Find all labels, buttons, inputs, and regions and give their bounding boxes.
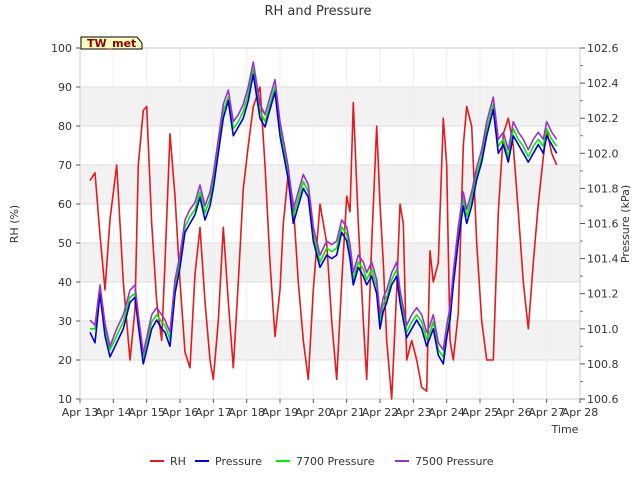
- right-y-tick-label: 102.2: [587, 112, 619, 125]
- x-tick-label: Apr 26: [495, 406, 532, 419]
- x-tick-label: Apr 17: [195, 406, 232, 419]
- x-tick-label: Apr 19: [262, 406, 299, 419]
- left-y-axis: 10 20 30 40 50 60 70 80 90 100: [51, 42, 80, 406]
- x-axis-title: Time: [551, 423, 579, 436]
- legend-label: RH: [170, 455, 186, 468]
- x-tick-label: Apr 20: [295, 406, 332, 419]
- right-y-tick-label: 102.6: [587, 42, 619, 55]
- right-y-tick-label: 101.6: [587, 218, 619, 231]
- series-line-7500-pressure: [89, 61, 558, 355]
- right-y-tick-label: 101.2: [587, 288, 619, 301]
- series-layer: [89, 61, 558, 400]
- station-badge: TW_met: [80, 36, 143, 50]
- x-tick-label: Apr 21: [328, 406, 365, 419]
- grid-band: [80, 321, 580, 360]
- legend-label: Pressure: [215, 455, 262, 468]
- x-tick-label: Apr 15: [128, 406, 165, 419]
- left-y-tick-label: 60: [58, 198, 72, 211]
- station-badge-label: TW_met: [87, 37, 136, 50]
- left-y-tick-label: 40: [58, 276, 72, 289]
- x-tick-label: Apr 25: [462, 406, 499, 419]
- x-tick-label: Apr 28: [562, 406, 599, 419]
- right-y-tick-label: 100.6: [587, 393, 619, 406]
- x-tick-label: Apr 18: [228, 406, 265, 419]
- x-tick-label: Apr 23: [395, 406, 432, 419]
- x-tick-label: Apr 13: [62, 406, 99, 419]
- x-tick-label: Apr 24: [428, 406, 465, 419]
- x-tick-label: Apr 27: [528, 406, 565, 419]
- right-y-tick-label: 101.8: [587, 182, 619, 195]
- grid-band: [80, 165, 580, 204]
- left-y-tick-label: 50: [58, 237, 72, 250]
- right-y-tick-label: 102.0: [587, 147, 619, 160]
- legend-label: 7500 Pressure: [415, 455, 494, 468]
- x-tick-label: Apr 22: [362, 406, 399, 419]
- legend-label: 7700 Pressure: [296, 455, 375, 468]
- right-y-tick-label: 101.4: [587, 253, 619, 266]
- series-line-rh: [89, 86, 558, 400]
- right-y-tick-label: 100.8: [587, 358, 619, 371]
- left-y-tick-label: 100: [51, 42, 72, 55]
- left-y-tick-label: 70: [58, 159, 72, 172]
- right-y-axis: 100.6 100.8 101.0 101.2 101.4 101.6 101.8 102.0…: [580, 42, 619, 406]
- right-y-tick-label: 101.0: [587, 323, 619, 336]
- station-badge-box: [80, 36, 143, 50]
- series-line-pressure: [89, 73, 558, 365]
- left-y-tick-label: 30: [58, 315, 72, 328]
- left-y-tick-label: 80: [58, 120, 72, 133]
- left-y-tick-label: 20: [58, 354, 72, 367]
- right-y-axis-title: Pressure (kPa): [619, 185, 632, 263]
- left-y-tick-label: 10: [58, 393, 72, 406]
- x-tick-label: Apr 16: [162, 406, 199, 419]
- right-y-tick-label: 102.4: [587, 77, 619, 90]
- grid-band: [80, 87, 580, 126]
- left-y-axis-title: RH (%): [8, 205, 21, 243]
- legend: RH Pressure 7700 Pressure 7500 Pressure: [150, 455, 494, 468]
- x-tick-label: Apr 14: [95, 406, 132, 419]
- left-y-tick-label: 90: [58, 81, 72, 94]
- chart-title: RH and Pressure: [264, 4, 371, 19]
- grid-bands: [80, 87, 580, 360]
